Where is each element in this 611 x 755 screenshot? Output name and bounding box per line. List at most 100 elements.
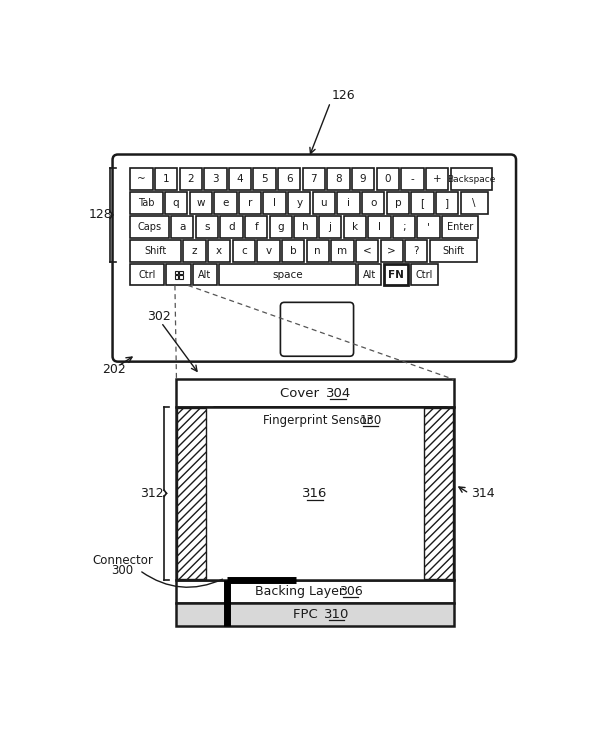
Bar — [417, 216, 440, 238]
Text: 316: 316 — [302, 487, 327, 500]
Text: Enter: Enter — [447, 222, 473, 232]
Text: 300: 300 — [111, 564, 134, 577]
Text: d: d — [228, 222, 235, 232]
Bar — [177, 408, 207, 579]
Bar — [229, 168, 251, 190]
Bar — [327, 168, 349, 190]
Bar — [177, 379, 453, 407]
Bar — [130, 240, 181, 261]
Bar — [196, 216, 218, 238]
Text: y: y — [296, 198, 302, 208]
Text: ': ' — [427, 222, 430, 232]
Text: 0: 0 — [384, 174, 391, 184]
Bar — [177, 580, 453, 602]
Text: j: j — [329, 222, 332, 232]
Text: 1: 1 — [163, 174, 169, 184]
Text: m: m — [337, 246, 348, 256]
Text: Backing Layer: Backing Layer — [255, 584, 348, 598]
Bar — [331, 240, 354, 261]
Bar — [254, 168, 276, 190]
Text: Tab: Tab — [138, 198, 155, 208]
Bar — [221, 216, 243, 238]
Text: p: p — [395, 198, 401, 208]
Bar — [245, 216, 268, 238]
Bar — [352, 168, 375, 190]
Bar — [269, 216, 292, 238]
Text: Ctrl: Ctrl — [415, 270, 433, 279]
Text: 7: 7 — [310, 174, 317, 184]
Text: \: \ — [472, 198, 476, 208]
Bar — [307, 240, 329, 261]
Bar — [405, 240, 428, 261]
Text: f: f — [254, 222, 258, 232]
Bar — [130, 263, 164, 285]
Bar — [204, 168, 227, 190]
Text: 3: 3 — [212, 174, 219, 184]
Bar — [208, 240, 230, 261]
Text: 202: 202 — [103, 363, 126, 376]
Text: c: c — [241, 246, 247, 256]
Text: <: < — [363, 246, 371, 256]
Text: Ctrl: Ctrl — [139, 270, 156, 279]
Bar — [130, 216, 169, 238]
Text: Connector: Connector — [92, 554, 153, 567]
FancyBboxPatch shape — [280, 302, 354, 356]
Text: 5: 5 — [262, 174, 268, 184]
Bar — [219, 263, 356, 285]
Bar — [401, 168, 423, 190]
Bar — [239, 193, 261, 214]
Bar — [423, 408, 453, 579]
Text: >: > — [387, 246, 396, 256]
Text: 304: 304 — [326, 387, 351, 399]
Bar — [313, 193, 335, 214]
Bar — [177, 408, 207, 579]
Bar — [177, 602, 453, 626]
Bar — [295, 216, 316, 238]
Text: i: i — [347, 198, 350, 208]
Bar — [384, 263, 408, 285]
Bar — [430, 240, 477, 261]
Text: 314: 314 — [470, 487, 494, 500]
Text: r: r — [248, 198, 252, 208]
Bar — [436, 193, 458, 214]
Bar — [393, 216, 415, 238]
Text: Shift: Shift — [145, 246, 167, 256]
Bar — [130, 193, 163, 214]
Bar — [302, 168, 325, 190]
Bar — [183, 240, 206, 261]
Text: Alt: Alt — [363, 270, 376, 279]
Text: a: a — [179, 222, 185, 232]
Bar — [362, 193, 384, 214]
Text: 128: 128 — [89, 208, 112, 221]
Text: Caps: Caps — [137, 222, 161, 232]
Bar — [358, 263, 381, 285]
Bar — [194, 263, 216, 285]
Text: Cover: Cover — [280, 387, 323, 399]
Text: e: e — [222, 198, 229, 208]
Bar — [368, 216, 390, 238]
Text: 2: 2 — [188, 174, 194, 184]
Text: FPC: FPC — [293, 608, 322, 621]
Text: l: l — [378, 222, 381, 232]
Text: 310: 310 — [324, 608, 349, 621]
Text: Backspace: Backspace — [447, 174, 496, 183]
Bar — [387, 193, 409, 214]
Bar — [155, 168, 177, 190]
Bar — [180, 168, 202, 190]
Bar — [411, 193, 434, 214]
Bar — [130, 168, 153, 190]
Bar — [233, 240, 255, 261]
Text: ~: ~ — [137, 174, 146, 184]
Text: u: u — [321, 198, 327, 208]
Text: -: - — [411, 174, 414, 184]
Bar — [189, 193, 212, 214]
Bar — [356, 240, 378, 261]
Text: w: w — [197, 198, 205, 208]
Text: 302: 302 — [147, 310, 171, 322]
Text: v: v — [265, 246, 271, 256]
Bar — [411, 263, 438, 285]
Text: x: x — [216, 246, 222, 256]
Bar — [288, 193, 310, 214]
Text: Alt: Alt — [199, 270, 211, 279]
Text: 306: 306 — [338, 584, 362, 598]
